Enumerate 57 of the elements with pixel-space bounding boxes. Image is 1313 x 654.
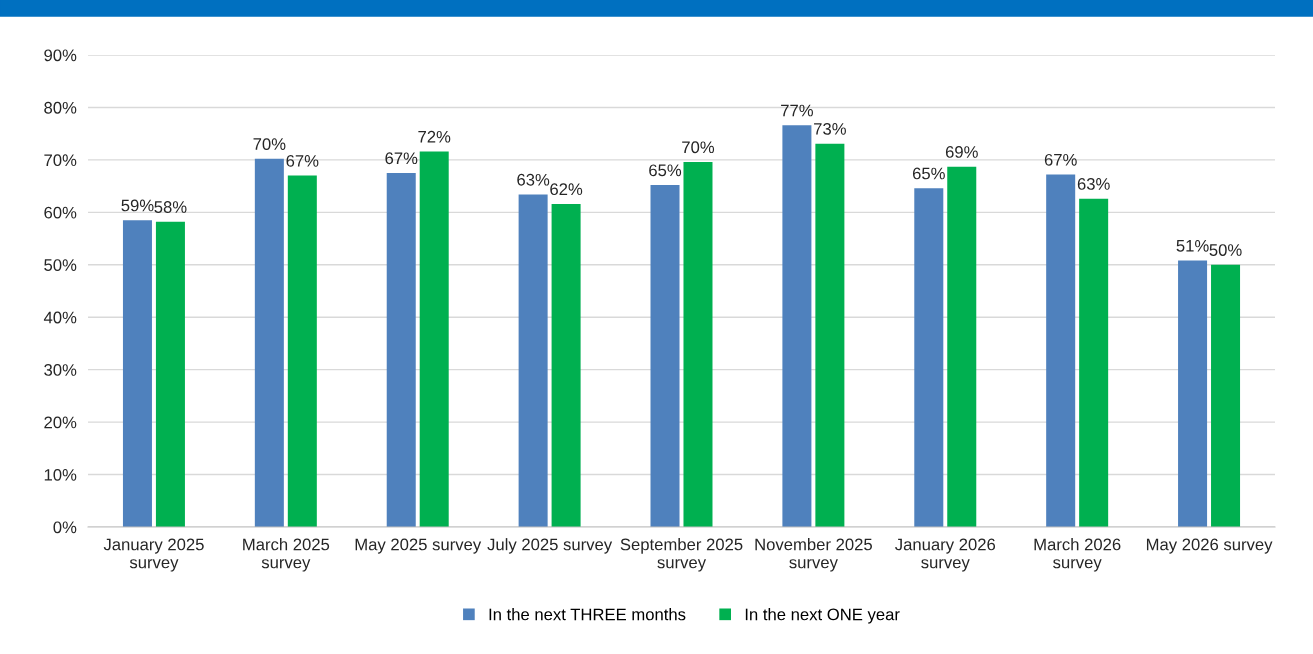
x-tick-label: May 2025 survey [355, 538, 482, 554]
bar [1079, 198, 1109, 527]
x-tick-label: May 2026 survey [1146, 538, 1273, 554]
y-tick-label: 20% [44, 416, 77, 429]
x-tick-label: March 2025 survey [243, 538, 330, 572]
bar [254, 158, 284, 527]
data-label: 77% [781, 104, 813, 117]
data-label: 73% [814, 122, 846, 135]
y-tick-label: 90% [44, 49, 77, 62]
data-label: 67% [385, 152, 418, 165]
data-label: 69% [945, 146, 978, 158]
bar [419, 151, 449, 527]
bar [551, 203, 581, 527]
x-tick-label: January 2026 survey [895, 538, 996, 572]
data-label: 62% [550, 183, 583, 196]
data-label: 63% [517, 173, 550, 186]
bar [650, 185, 680, 527]
data-label: 70% [253, 138, 286, 150]
bar [683, 161, 713, 527]
data-label: 70% [682, 141, 715, 154]
x-tick-label: July 2025 survey [487, 538, 613, 554]
data-label: 50% [1209, 244, 1242, 256]
y-tick-label: 10% [44, 468, 77, 481]
data-label: 65% [912, 167, 945, 180]
y-tick-label: 60% [44, 206, 77, 219]
legend-label: In the next ONE year [745, 608, 900, 624]
bar [155, 221, 185, 527]
y-tick-label: 30% [44, 364, 77, 376]
data-label: 63% [1077, 178, 1110, 190]
data-label: 67% [1044, 153, 1077, 166]
bar [782, 125, 812, 527]
bar [386, 173, 416, 527]
bar [914, 188, 944, 527]
bar [815, 143, 845, 527]
x-tick-label: September 2025 survey [620, 538, 743, 572]
x-tick-label: March 2026 survey [1034, 538, 1121, 572]
data-label: 58% [154, 201, 187, 213]
legend-label: In the next THREE months [489, 608, 686, 621]
x-tick-label: January 2025 survey [103, 538, 204, 572]
bar [518, 194, 548, 527]
bar [122, 220, 152, 527]
x-tick-label: November 2025 survey [755, 538, 872, 572]
y-tick-label: 80% [44, 101, 77, 114]
bar [947, 166, 977, 527]
bar [1178, 260, 1208, 527]
y-tick-label: 50% [44, 259, 77, 271]
data-label: 65% [649, 164, 682, 177]
data-label: 51% [1176, 240, 1209, 252]
data-label: 67% [286, 154, 319, 167]
y-tick-label: 40% [43, 311, 77, 324]
y-tick-label: 70% [44, 154, 77, 167]
data-label: 72% [418, 130, 451, 143]
data-label: 59% [121, 199, 154, 212]
y-tick-label: 0% [53, 521, 77, 534]
bar [1211, 264, 1241, 527]
bar [287, 175, 317, 527]
bar [1046, 174, 1076, 527]
